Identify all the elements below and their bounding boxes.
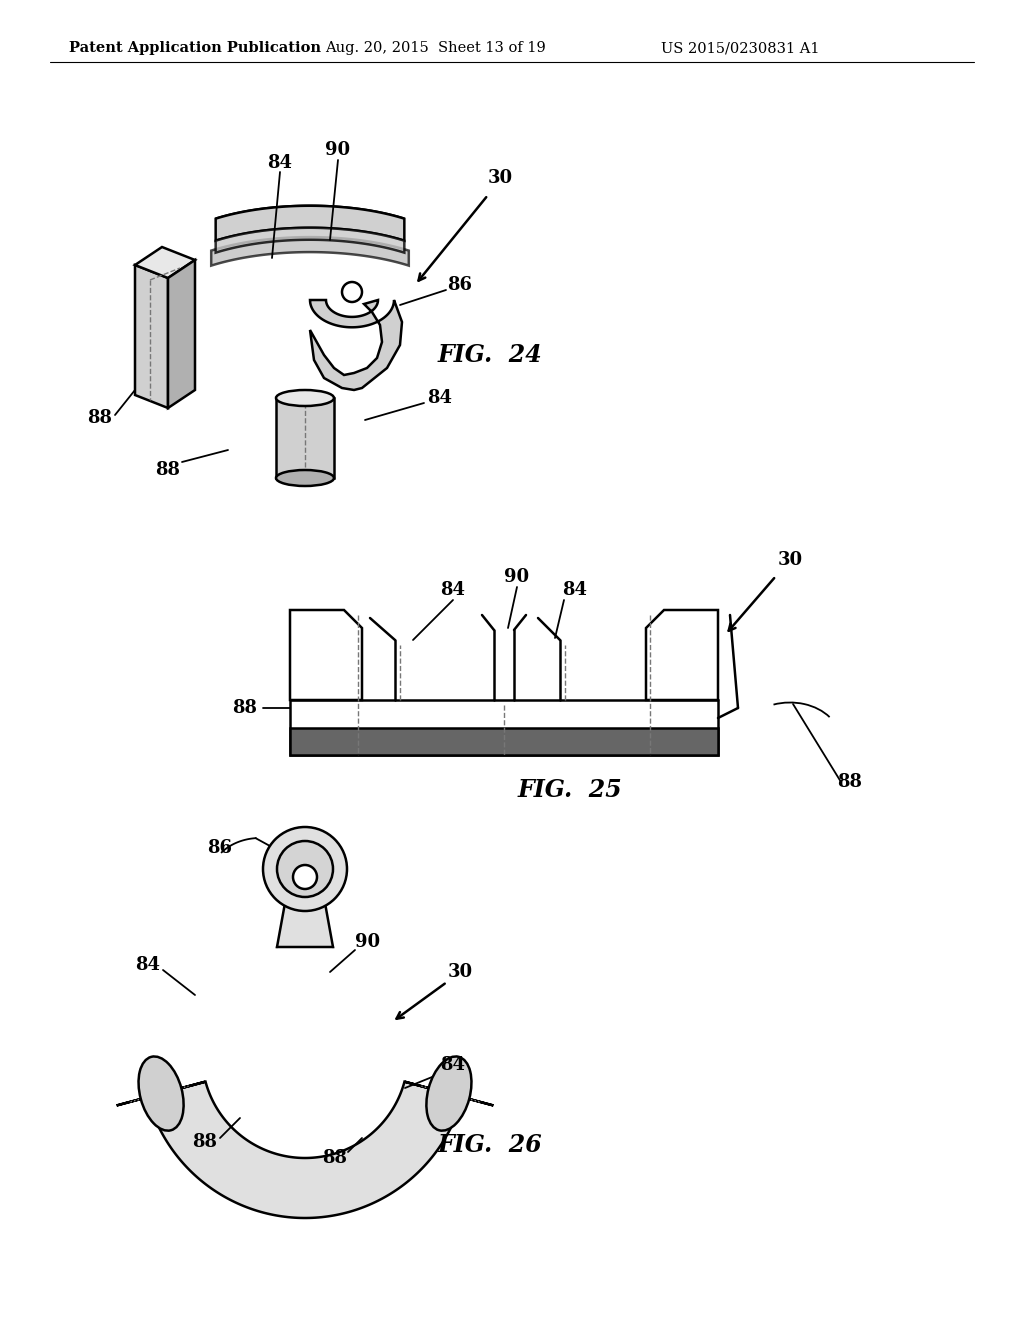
Circle shape	[263, 828, 347, 911]
Text: Aug. 20, 2015  Sheet 13 of 19: Aug. 20, 2015 Sheet 13 of 19	[325, 41, 546, 55]
Polygon shape	[147, 1081, 463, 1218]
Text: 30: 30	[777, 550, 803, 569]
Text: 88: 88	[838, 774, 862, 791]
Circle shape	[278, 841, 333, 898]
Polygon shape	[211, 238, 409, 265]
Ellipse shape	[426, 1056, 471, 1131]
Polygon shape	[117, 1081, 206, 1105]
Ellipse shape	[276, 389, 334, 407]
Polygon shape	[290, 700, 718, 755]
Polygon shape	[278, 892, 333, 946]
Polygon shape	[216, 206, 404, 227]
Polygon shape	[216, 228, 404, 252]
Text: 88: 88	[87, 409, 113, 426]
Text: 86: 86	[208, 840, 232, 857]
Text: 90: 90	[505, 568, 529, 586]
Polygon shape	[168, 260, 195, 408]
Text: 84: 84	[440, 581, 466, 599]
Polygon shape	[276, 399, 334, 478]
Ellipse shape	[276, 470, 334, 486]
Text: FIG.  24: FIG. 24	[437, 343, 543, 367]
Polygon shape	[135, 247, 195, 279]
Text: FIG.  26: FIG. 26	[437, 1133, 543, 1158]
Text: 88: 88	[156, 461, 180, 479]
Polygon shape	[646, 610, 718, 700]
Text: Patent Application Publication: Patent Application Publication	[69, 41, 321, 55]
Text: 90: 90	[355, 933, 381, 950]
Text: FIG.  25: FIG. 25	[517, 777, 623, 803]
Text: 30: 30	[487, 169, 513, 187]
Polygon shape	[404, 1081, 494, 1105]
Text: 86: 86	[447, 276, 472, 294]
Circle shape	[342, 282, 362, 302]
Text: 88: 88	[323, 1148, 347, 1167]
Text: 88: 88	[232, 700, 257, 717]
Polygon shape	[290, 729, 718, 755]
Polygon shape	[310, 300, 402, 389]
Polygon shape	[216, 206, 404, 240]
Text: 84: 84	[267, 154, 293, 172]
Text: 84: 84	[427, 389, 453, 407]
Circle shape	[293, 865, 317, 888]
Ellipse shape	[138, 1056, 183, 1131]
Text: US 2015/0230831 A1: US 2015/0230831 A1	[660, 41, 819, 55]
Text: 84: 84	[135, 956, 161, 974]
Text: 84: 84	[440, 1056, 466, 1074]
Text: 84: 84	[562, 581, 588, 599]
Polygon shape	[135, 265, 168, 408]
Polygon shape	[290, 610, 362, 700]
Text: 88: 88	[193, 1133, 217, 1151]
Text: 30: 30	[447, 964, 472, 981]
Text: 90: 90	[326, 141, 350, 158]
